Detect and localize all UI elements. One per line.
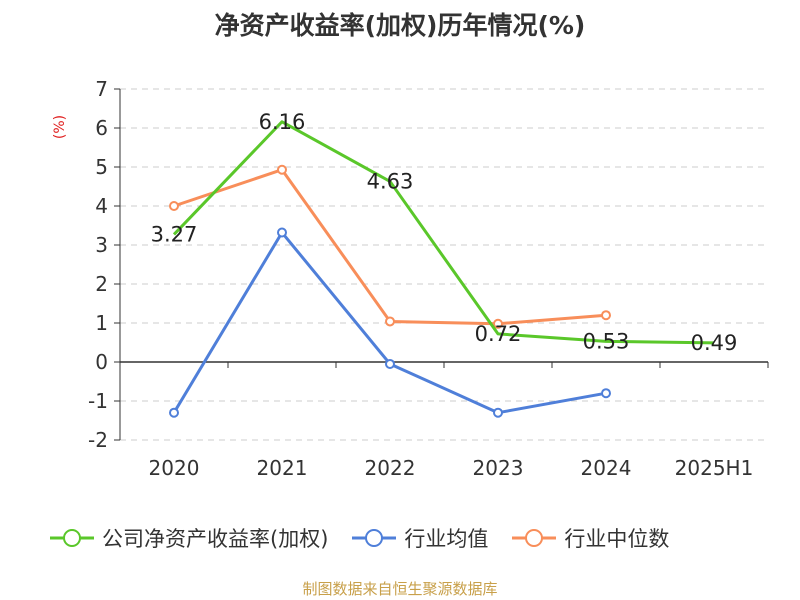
legend-label: 行业中位数 (564, 527, 670, 551)
series-line (172, 120, 715, 345)
data-label: 0.72 (475, 322, 522, 346)
legend-label: 公司净资产收益率(加权) (102, 527, 329, 551)
x-tick-label: 2020 (149, 456, 200, 480)
series-lines (169, 120, 715, 418)
y-tick-label: 4 (95, 194, 108, 218)
x-tick-label: 2024 (581, 456, 632, 480)
series-point (169, 407, 179, 418)
legend-line-marker-icon (50, 529, 94, 547)
data-label: 6.16 (259, 110, 306, 134)
series-point (385, 358, 395, 369)
y-tick-label: 5 (95, 155, 108, 179)
series-point (601, 310, 611, 321)
legend-line-marker-icon (512, 529, 557, 547)
chart-legend: 公司净资产收益率(加权) 行业均值 行业中位数 (50, 520, 693, 556)
x-tick-label: 2022 (365, 456, 416, 480)
series-point (601, 388, 611, 399)
legend-line-marker-icon (352, 529, 397, 547)
y-tick-label: 7 (95, 77, 108, 101)
y-tick-label: 0 (95, 350, 108, 374)
data-label: 0.53 (583, 329, 630, 353)
y-tick-label: 2 (95, 272, 108, 296)
source-note: 制图数据来自恒生聚源数据库 (302, 580, 498, 598)
y-tick-label: -2 (88, 428, 108, 452)
y-tick-label: -1 (88, 389, 108, 413)
y-tick-label: 6 (95, 116, 108, 140)
series-point (493, 318, 503, 329)
chart-title: 净资产收益率(加权)历年情况(%) (214, 11, 586, 40)
data-label: 4.63 (367, 169, 414, 193)
x-tick-label: 2021 (257, 456, 308, 480)
x-tick-label: 2023 (473, 456, 524, 480)
series-point (277, 164, 287, 175)
data-labels: 3.27 6.16 4.63 0.72 0.53 0.49 (151, 110, 738, 355)
legend-item-industry-median[interactable]: 行业中位数 (512, 523, 669, 553)
x-tick-label: 2025H1 (675, 456, 754, 480)
y-tick-label: 1 (95, 311, 108, 335)
y-axis-unit-label: (%) (52, 115, 68, 139)
y-tick-label: 3 (95, 233, 108, 257)
series-point (169, 201, 179, 211)
series-point (385, 316, 395, 327)
legend-label: 行业均值 (404, 527, 489, 551)
data-label: 3.27 (151, 222, 198, 246)
data-label: 0.49 (691, 331, 738, 355)
legend-item-industry-mean[interactable]: 行业均值 (352, 523, 488, 553)
axes: -2 -1 0 1 2 3 4 5 6 7 2020 2021 2022 2023 2024 2025H1 (88, 77, 769, 480)
legend-item-company[interactable]: 公司净资产收益率(加权) (50, 523, 328, 553)
series-point (493, 407, 503, 418)
series-point (277, 227, 287, 238)
